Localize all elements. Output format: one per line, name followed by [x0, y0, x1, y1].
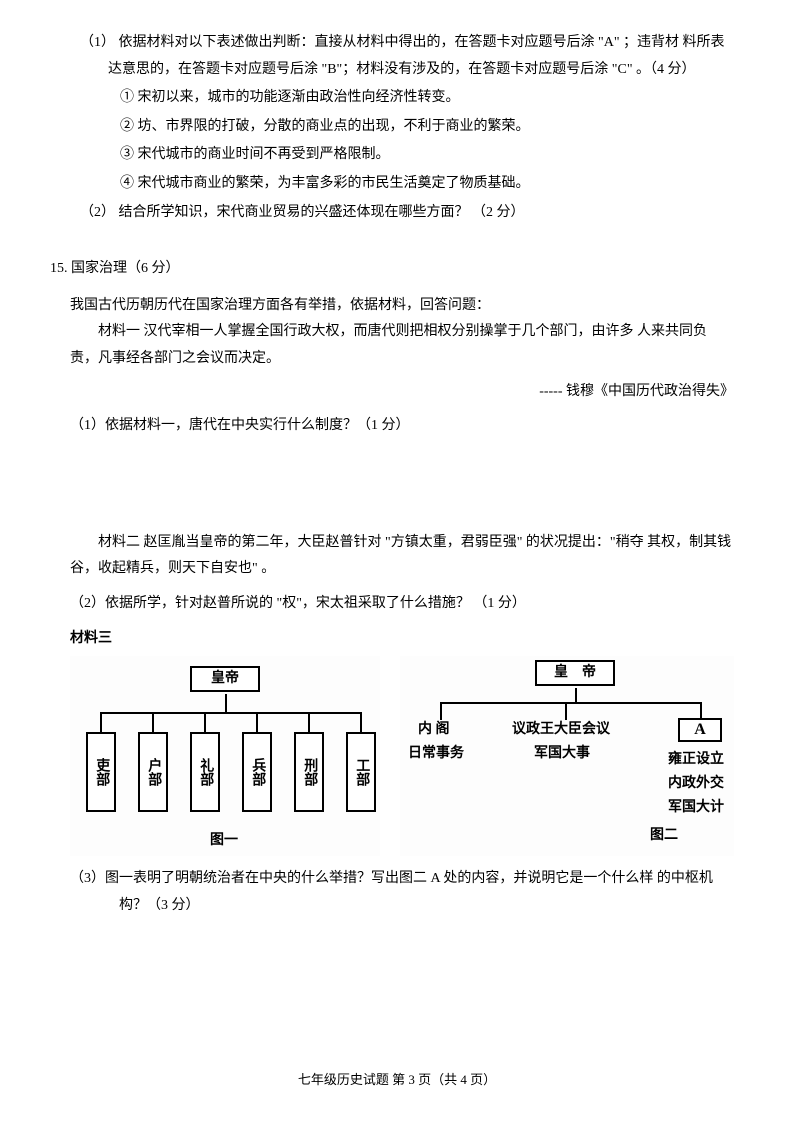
- d1-v1: [100, 712, 102, 732]
- d2-right-t2: 内政外交: [668, 774, 724, 794]
- d1-v6: [360, 712, 362, 732]
- d1-dept-2: 户部: [138, 732, 168, 812]
- d2-stem-line: [575, 688, 577, 702]
- q14-sub2: （2） 结合所学知识，宋代商业贸易的兴盛还体现在哪些方面？ （2 分）: [80, 200, 734, 227]
- d1-emperor-box: 皇帝: [190, 666, 260, 692]
- q14-option-4: ④ 宋代城市商业的繁荣，为丰富多彩的市民生活奠定了物质基础。: [80, 171, 734, 198]
- d2-v1: [440, 702, 442, 720]
- d1-dept-6: 工部: [346, 732, 376, 812]
- d1-dept-1: 吏部: [86, 732, 116, 812]
- q15-sub1: （1）依据材料一，唐代在中央实行什么制度？（1 分）: [70, 413, 734, 440]
- d2-emperor-box: 皇 帝: [535, 660, 615, 686]
- d1-dept-4: 兵部: [242, 732, 272, 812]
- d1-caption: 图一: [210, 831, 238, 851]
- q14-option-3: ③ 宋代城市的商业时间不再受到严格限制。: [80, 142, 734, 169]
- d2-right-t1: 雍正设立: [668, 750, 724, 770]
- q14-option-1: ① 宋初以来，城市的功能逐渐由政治性向经济性转变。: [80, 85, 734, 112]
- d1-dept-3: 礼部: [190, 732, 220, 812]
- d2-mid1: 议政王大臣会议: [512, 720, 610, 740]
- d2-left1: 内 阁: [418, 720, 450, 740]
- q14-option-2: ② 坊、市界限的打破，分散的商业点的出现，不利于商业的繁荣。: [80, 114, 734, 141]
- d2-box-a: A: [678, 718, 722, 742]
- q14-sub1-instruction: （1） 依据材料对以下表述做出判断：直接从材料中得出的，在答题卡对应题号后涂 "…: [80, 30, 734, 83]
- question-14-continued: （1） 依据材料对以下表述做出判断：直接从材料中得出的，在答题卡对应题号后涂 "…: [50, 30, 734, 226]
- d1-horizontal-line: [100, 712, 360, 714]
- diagrams-container: 皇帝 吏部 户部 礼部 兵部 刑部 工部 图一 皇 帝 内 阁 日常事务: [70, 656, 734, 856]
- d1-v4: [256, 712, 258, 732]
- d1-stem-line: [225, 694, 227, 712]
- q15-attribution: ----- 钱穆《中国历代政治得失》: [70, 379, 734, 406]
- q15-sub3: （3）图一表明了明朝统治者在中央的什么举措？写出图二 A 处的内容，并说明它是一…: [70, 866, 734, 919]
- q15-sub2: （2）依据所学，针对赵普所说的 "权"，宋太祖采取了什么措施？ （1 分）: [70, 591, 734, 618]
- d1-v2: [152, 712, 154, 732]
- page-footer: 七年级历史试题 第 3 页（共 4 页）: [0, 1068, 794, 1093]
- diagram-2: 皇 帝 内 阁 日常事务 议政王大臣会议 军国大事 A 雍正设立 内政外交 军国…: [400, 656, 734, 856]
- d1-v5: [308, 712, 310, 732]
- d1-v3: [204, 712, 206, 732]
- q15-material2: 材料二 赵匡胤当皇帝的第二年，大臣赵普针对 "方镇太重，君弱臣强" 的状况提出：…: [70, 530, 734, 583]
- q15-material1: 材料一 汉代宰相一人掌握全国行政大权，而唐代则把相权分别操掌于几个部门，由许多 …: [70, 319, 734, 372]
- d2-mid2: 军国大事: [534, 744, 590, 764]
- d2-caption: 图二: [650, 826, 678, 846]
- d2-v2: [565, 702, 567, 720]
- d2-right-t3: 军国大计: [668, 798, 724, 818]
- q15-material3-label: 材料三: [70, 626, 734, 653]
- q15-intro: 我国古代历朝历代在国家治理方面各有举措，依据材料，回答问题：: [70, 293, 734, 320]
- diagram-1: 皇帝 吏部 户部 礼部 兵部 刑部 工部 图一: [70, 656, 380, 856]
- q15-title: 15. 国家治理（6 分）: [50, 256, 734, 283]
- d2-left2: 日常事务: [408, 744, 464, 764]
- d2-horizontal-line: [440, 702, 700, 704]
- q15-body: 我国古代历朝历代在国家治理方面各有举措，依据材料，回答问题： 材料一 汉代宰相一…: [50, 293, 734, 920]
- d1-dept-5: 刑部: [294, 732, 324, 812]
